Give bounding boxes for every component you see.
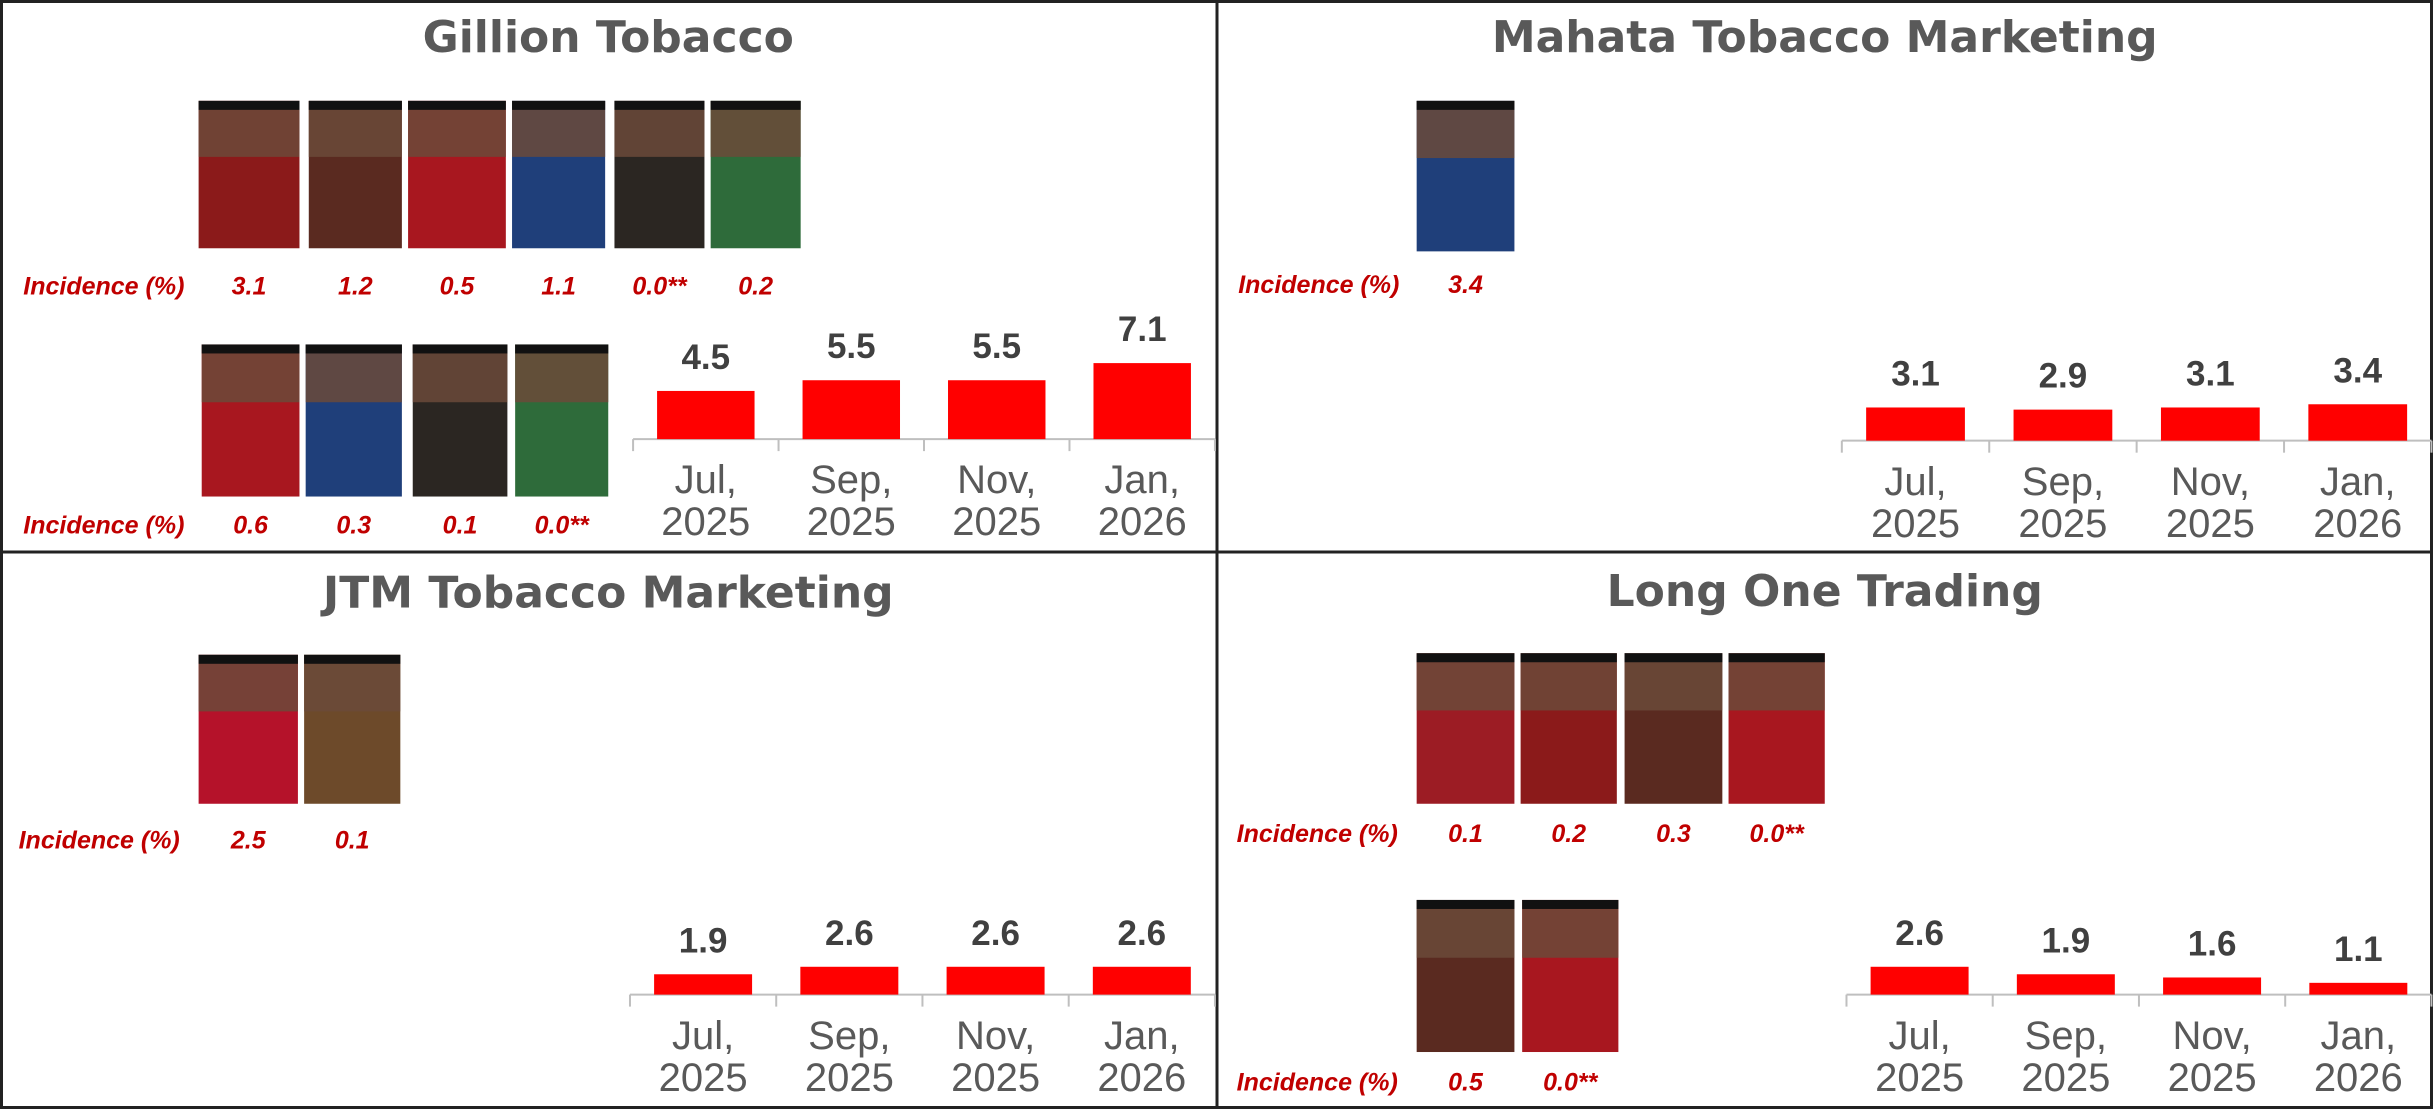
x-tick-label: Jan, 2026: [1069, 1015, 1215, 1099]
incidence-value: 1.1: [541, 273, 576, 301]
bar: [654, 974, 752, 994]
pack-header: [413, 344, 508, 353]
bar: [1093, 967, 1191, 995]
incidence-value: 0.1: [335, 826, 370, 854]
incidence-value: 0.2: [738, 273, 773, 301]
incidence-value: 0.1: [1448, 820, 1483, 848]
incidence-value: 0.0**: [535, 511, 590, 539]
incidence-value: 0.0**: [632, 273, 687, 301]
data-label: 2.6: [1117, 914, 1166, 953]
x-tick-label: Jan, 2026: [2285, 1015, 2431, 1099]
data-label: 1.9: [679, 921, 728, 960]
data-label: 4.5: [681, 338, 730, 377]
bar: [1871, 967, 1969, 995]
incidence-label: Incidence (%): [19, 826, 180, 854]
chart-title: Mahata Tobacco Marketing: [1492, 12, 2158, 63]
data-label: 3.4: [2333, 351, 2382, 390]
data-label: 2.9: [2039, 357, 2088, 396]
bar: [803, 380, 900, 439]
data-label: 2.6: [971, 914, 1020, 953]
bar: [2308, 404, 2407, 440]
pack-header: [202, 344, 300, 353]
incidence-value: 0.6: [233, 511, 269, 539]
incidence-label: Incidence (%): [23, 511, 184, 539]
x-tick-label: Nov, 2025: [924, 459, 1070, 543]
bar: [947, 967, 1045, 995]
pack-header: [1417, 653, 1515, 662]
pack-header: [1729, 653, 1825, 662]
pack-header: [304, 655, 400, 664]
data-label: 7.1: [1118, 310, 1167, 349]
pack-header: [1417, 101, 1515, 110]
incidence-value: 0.0**: [1750, 820, 1805, 848]
x-tick-label: Nov, 2025: [2137, 461, 2283, 545]
incidence-value: 0.5: [1448, 1069, 1484, 1097]
incidence-value: 3.4: [1448, 271, 1483, 299]
x-tick-label: Sep, 2025: [1993, 1015, 2139, 1099]
bar: [2161, 407, 2260, 440]
x-tick-label: Jul, 2025: [1843, 461, 1989, 545]
x-tick-label: Jan, 2026: [2285, 461, 2431, 545]
x-tick-label: Jan, 2026: [1069, 459, 1215, 543]
bar: [2163, 977, 2261, 994]
pack-header: [199, 655, 298, 664]
incidence-label: Incidence (%): [1237, 820, 1398, 848]
pack-header: [1522, 900, 1618, 909]
pack-header: [309, 101, 402, 110]
data-label: 5.5: [972, 327, 1021, 366]
data-label: 3.1: [2186, 354, 2235, 393]
bar: [2017, 974, 2115, 994]
chart-title: Long One Trading: [1607, 566, 2043, 617]
data-label: 3.1: [1891, 354, 1940, 393]
bar: [800, 967, 898, 995]
x-tick-label: Jul, 2025: [633, 459, 779, 543]
incidence-label: Incidence (%): [23, 273, 184, 301]
incidence-value: 0.3: [336, 511, 371, 539]
incidence-value: 0.3: [1656, 820, 1691, 848]
incidence-value: 0.1: [443, 511, 478, 539]
bar: [1866, 407, 1965, 440]
data-label: 1.1: [2334, 930, 2383, 969]
pack-header: [1521, 653, 1617, 662]
incidence-value: 0.5: [440, 273, 476, 301]
x-tick-label: Sep, 2025: [1990, 461, 2136, 545]
pack-header: [1625, 653, 1723, 662]
pack-header: [614, 101, 704, 110]
incidence-value: 0.0**: [1543, 1069, 1598, 1097]
dashboard: Gillion Tobacco Incidence (%) 3.1 1.2 0.5 1.1…: [0, 0, 2433, 1109]
charts: Gillion Tobacco Incidence (%) 3.1 1.2 0.5 1.1…: [0, 0, 2433, 1109]
x-tick-label: Nov, 2025: [2139, 1015, 2285, 1099]
chart-title: JTM Tobacco Marketing: [320, 568, 894, 619]
pack-header: [408, 101, 506, 110]
incidence-label: Incidence (%): [1237, 1069, 1398, 1097]
pack-header: [306, 344, 402, 353]
bar: [657, 391, 754, 439]
bar: [2309, 983, 2407, 995]
data-label: 2.6: [825, 914, 874, 953]
data-label: 5.5: [827, 327, 876, 366]
pack-header: [512, 101, 605, 110]
pack-header: [711, 101, 801, 110]
pack-header: [199, 101, 300, 110]
data-label: 1.9: [2042, 921, 2091, 960]
pack-header: [515, 344, 608, 353]
x-tick-label: Jul, 2025: [630, 1015, 776, 1099]
incidence-value: 2.5: [230, 826, 267, 854]
pack-header: [1417, 900, 1515, 909]
incidence-value: 3.1: [232, 273, 267, 301]
bar: [1093, 363, 1190, 439]
bar: [2014, 410, 2113, 441]
data-label: 1.6: [2188, 924, 2237, 963]
x-tick-label: Sep, 2025: [776, 1015, 922, 1099]
chart-title: Gillion Tobacco: [423, 12, 794, 63]
data-label: 2.6: [1895, 914, 1944, 953]
incidence-value: 1.2: [338, 273, 373, 301]
bar: [948, 380, 1045, 439]
x-tick-label: Sep, 2025: [778, 459, 924, 543]
incidence-value: 0.2: [1551, 820, 1586, 848]
x-tick-label: Nov, 2025: [923, 1015, 1069, 1099]
incidence-label: Incidence (%): [1238, 271, 1399, 299]
x-tick-label: Jul, 2025: [1847, 1015, 1993, 1099]
